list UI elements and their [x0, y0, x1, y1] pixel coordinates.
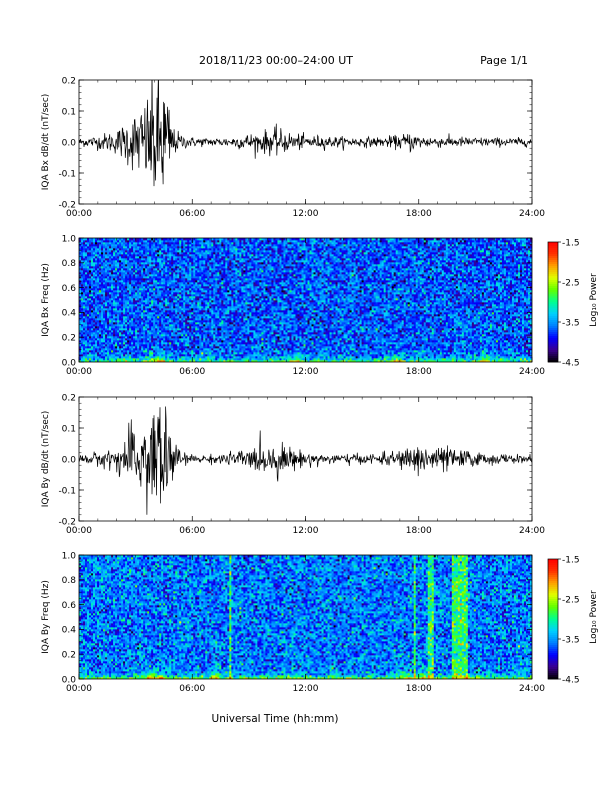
y-axis-label: IQA Bx dB/dt (nT/sec): [41, 94, 51, 191]
y-tick-label: -0.2: [58, 200, 76, 210]
y-axis-label: IQA Bx Freq (Hz): [41, 263, 51, 337]
y-tick-label: 1.0: [62, 234, 77, 244]
colorbar-tick-label: -1.5: [562, 239, 580, 249]
colorbar-tick-label: -2.5: [562, 279, 580, 289]
panel-bx-timeseries: 0.2 0.1 0.0 -0.1 -0.200:00 06:00 12:00 18:00 24:…: [41, 76, 545, 219]
figure-title: 2018/11/23 00:00–24:00 UT: [199, 54, 353, 67]
y-tick-label: -0.2: [58, 517, 76, 527]
y-tick-label: 0.0: [62, 455, 77, 465]
x-tick-label: 18:00: [406, 684, 432, 694]
y-tick-label: 0.6: [62, 284, 77, 294]
x-tick-label: 24:00: [519, 367, 545, 377]
panel-bx-spectrogram: -1.5 -2.5 -3.5 -4.5 Log₁₀ Power 1.0 0.8 0.6 0.4 0…: [41, 234, 599, 377]
y-tick-label: 0.2: [62, 76, 76, 86]
colorbar: -1.5 -2.5 -3.5 -4.5 Log₁₀ Power: [547, 556, 599, 686]
colorbar-tick-label: -3.5: [562, 636, 580, 646]
y-tick-label: 1.0: [62, 551, 77, 561]
y-tick-label: 0.1: [62, 424, 76, 434]
x-tick-label: 18:00: [406, 209, 432, 219]
y-tick-label: 0.0: [62, 138, 77, 148]
x-tick-label: 24:00: [519, 684, 545, 694]
y-tick-label: 0.2: [62, 651, 76, 661]
y-tick-label: 0.4: [62, 309, 77, 319]
x-tick-label: 18:00: [406, 526, 432, 536]
colorbar-tick-label: -3.5: [562, 319, 580, 329]
x-tick-label: 24:00: [519, 526, 545, 536]
x-tick-label: 18:00: [406, 367, 432, 377]
colorbar: -1.5 -2.5 -3.5 -4.5 Log₁₀ Power: [547, 239, 599, 369]
x-tick-label: 00:00: [66, 684, 92, 694]
x-axis-title: Universal Time (hh:mm): [212, 713, 339, 725]
colorbar-tick-label: -4.5: [562, 676, 580, 686]
x-tick-label: 06:00: [179, 367, 205, 377]
y-tick-label: 0.8: [62, 259, 77, 269]
spectrogram-cells: [79, 555, 532, 679]
x-tick-label: 00:00: [66, 526, 92, 536]
y-tick-label: 0.0: [62, 358, 77, 368]
series-trace: [79, 406, 532, 515]
y-tick-label: 0.8: [62, 576, 77, 586]
y-tick-label: -0.1: [58, 486, 76, 496]
colorbar-frame: [547, 558, 559, 680]
series-trace: [79, 80, 532, 187]
x-tick-label: 06:00: [179, 526, 205, 536]
y-tick-label: 0.4: [62, 626, 77, 636]
x-tick-label: 06:00: [179, 209, 205, 219]
y-tick-label: 0.1: [62, 107, 76, 117]
y-tick-label: 0.2: [62, 393, 76, 403]
y-tick-label: -0.1: [58, 169, 76, 179]
y-tick-label: 0.0: [62, 675, 77, 685]
page-indicator: Page 1/1: [480, 54, 528, 67]
colorbar-label: Log₁₀ Power: [589, 590, 599, 644]
colorbar-tick-label: -1.5: [562, 556, 580, 566]
x-tick-label: 12:00: [293, 526, 319, 536]
x-tick-label: 00:00: [66, 367, 92, 377]
y-axis-label: IQA By dB/dt (nT/sec): [41, 411, 51, 508]
colorbar-frame: [547, 241, 559, 363]
colorbar-tick-label: -4.5: [562, 359, 580, 369]
x-tick-label: 12:00: [293, 209, 319, 219]
x-tick-label: 06:00: [179, 684, 205, 694]
panel-by-spectrogram: -1.5 -2.5 -3.5 -4.5 Log₁₀ Power 1.0 0.8 0.6 0.4 0…: [41, 551, 599, 694]
x-tick-label: 12:00: [293, 367, 319, 377]
y-axis-label: IQA By Freq (Hz): [41, 580, 51, 654]
y-tick-label: 0.6: [62, 601, 77, 611]
colorbar-label: Log₁₀ Power: [589, 273, 599, 327]
x-tick-label: 00:00: [66, 209, 92, 219]
y-tick-label: 0.2: [62, 334, 76, 344]
colorbar-tick-label: -2.5: [562, 596, 580, 606]
x-tick-label: 24:00: [519, 209, 545, 219]
spectrogram-cells: [79, 238, 532, 362]
panel-by-timeseries: 0.2 0.1 0.0 -0.1 -0.200:00 06:00 12:00 18:00 24:…: [41, 393, 545, 536]
x-tick-label: 12:00: [293, 684, 319, 694]
